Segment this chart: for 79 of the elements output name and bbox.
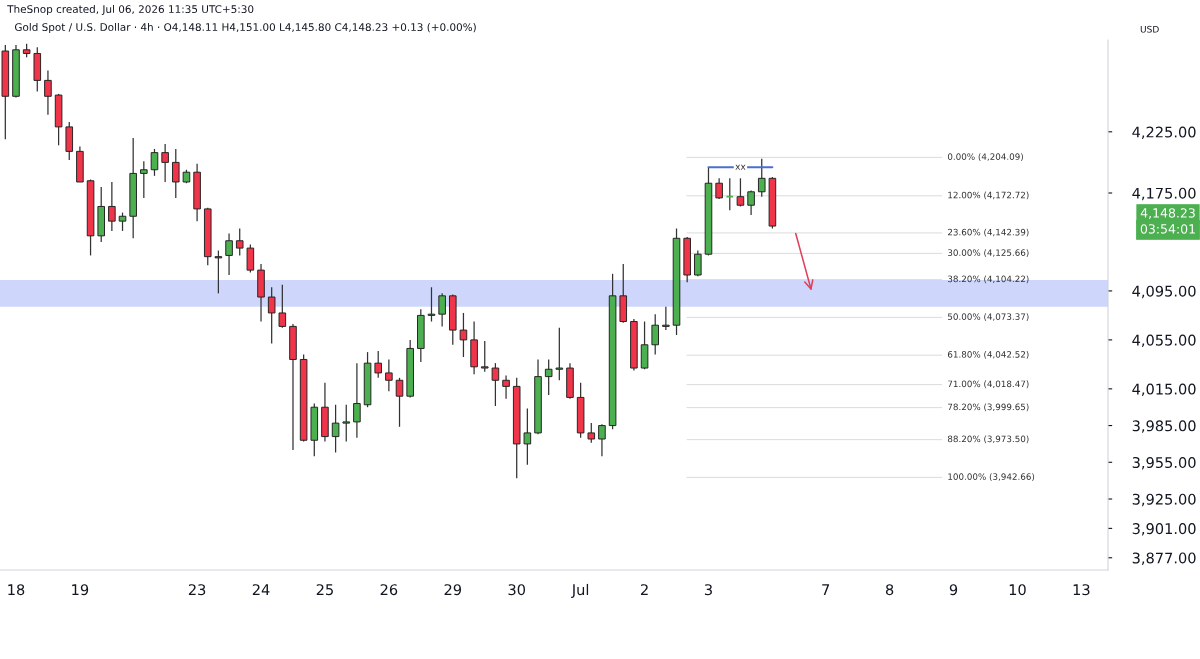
x-tick-label: 13	[1073, 584, 1090, 596]
ref-line-label: 88.20% (3,973.50)	[947, 435, 1029, 444]
candlestick	[640, 320, 649, 370]
candlestick	[118, 211, 127, 232]
x-tick-label: 30	[508, 584, 526, 596]
y-tick-label: 4,055.00	[1132, 334, 1196, 348]
candlestick	[140, 160, 148, 199]
candlestick	[502, 374, 510, 400]
ref-line-label: 38.20% (4,104.22)	[948, 275, 1029, 284]
y-tick-label: 4,095.00	[1132, 285, 1196, 299]
candlestick	[736, 177, 745, 208]
y-tick-label: 4,225.00	[1132, 126, 1196, 140]
candlestick	[598, 423, 606, 457]
x-tick-label: 10	[1009, 584, 1026, 596]
ref-line-label: 71.00% (4,018.47)	[948, 380, 1029, 389]
y-tick-label: 4,015.00	[1132, 383, 1196, 397]
candlestick	[150, 148, 159, 177]
candlestick	[108, 181, 116, 232]
candlestick	[544, 358, 553, 396]
candlestick	[662, 306, 670, 331]
ref-line-label: 23.60% (4,142.39)	[947, 228, 1029, 237]
candlestick	[694, 249, 702, 277]
candlestick	[225, 232, 233, 276]
x-tick-label: 8	[885, 584, 894, 596]
x-tick-label: 23	[188, 584, 206, 596]
chart-title: Gold Spot / U.S. Dollar · 4h · O4,148.11 H4,151.00 L4,145.80 C4,148.23 +0.13 (+0.00%)	[14, 22, 476, 34]
x-tick-label: 3	[704, 584, 712, 596]
y-tick-label: 3,877.00	[1132, 552, 1196, 565]
candlestick	[587, 422, 596, 444]
chart-subtitle: TheSnop created, Jul 06, 2026 11:35 UTC+5:30	[7, 4, 254, 16]
x-tick-label: 9	[949, 584, 958, 596]
x-tick-label: 7	[822, 584, 830, 595]
candlestick	[267, 286, 276, 345]
series-label: xx	[735, 164, 746, 170]
candlestick	[523, 407, 532, 466]
y-tick-label: 3,985.00	[1132, 420, 1196, 433]
ref-line-label: 61.80% (4,042.52)	[947, 350, 1029, 359]
ref-line-label: 78.20% (3,999.65)	[948, 403, 1029, 412]
y-tick-label: 4,175.00	[1132, 187, 1196, 201]
candlestick	[438, 292, 446, 328]
candlestick	[44, 69, 52, 116]
x-tick-label: 25	[316, 584, 333, 596]
ref-line-label: 12.00% (4,172.72)	[948, 191, 1029, 200]
candlestick	[555, 327, 564, 381]
ref-line-label: 50.00% (4,073.37)	[948, 313, 1029, 321]
candlestick	[172, 148, 180, 199]
ref-line-label: 30.00% (4,125.66)	[948, 249, 1029, 257]
candlestick	[214, 249, 223, 294]
ref-line-label: 0.00% (4,204.09)	[947, 153, 1023, 161]
candlestick	[757, 158, 766, 198]
text: 4,148.23	[1140, 208, 1195, 219]
candlestick	[459, 312, 468, 358]
text: 03:54:01	[1140, 224, 1195, 234]
candlestick	[480, 340, 489, 373]
x-tick-label: Jul	[571, 583, 589, 598]
candlestick	[374, 350, 382, 379]
candlestick	[491, 362, 500, 407]
y-tick-label: 3,925.00	[1132, 493, 1196, 507]
x-tick-label: 24	[252, 584, 270, 595]
candlestick	[331, 404, 340, 454]
candlestick	[651, 313, 659, 356]
candlestick	[353, 362, 361, 439]
x-tick-label: 26	[380, 584, 398, 596]
candlestick	[161, 143, 169, 183]
y-tick-label: 3,955.00	[1132, 457, 1196, 470]
candlestick	[278, 284, 287, 329]
y-tick-label: 3,901.00	[1132, 523, 1196, 536]
x-tick-label: 2	[640, 584, 648, 595]
candlestick	[747, 189, 755, 216]
ref-line-label: 100.00% (3,942.66)	[948, 473, 1035, 481]
x-tick-label: 29	[444, 584, 462, 596]
x-tick-label: 18	[8, 584, 25, 596]
candlestick	[342, 404, 351, 443]
candlestick	[385, 358, 393, 392]
candlestick	[246, 243, 255, 274]
text: USD	[1140, 25, 1159, 33]
candlestick	[235, 227, 244, 257]
candlestick	[395, 377, 404, 428]
x-tick-label: 19	[72, 584, 89, 596]
